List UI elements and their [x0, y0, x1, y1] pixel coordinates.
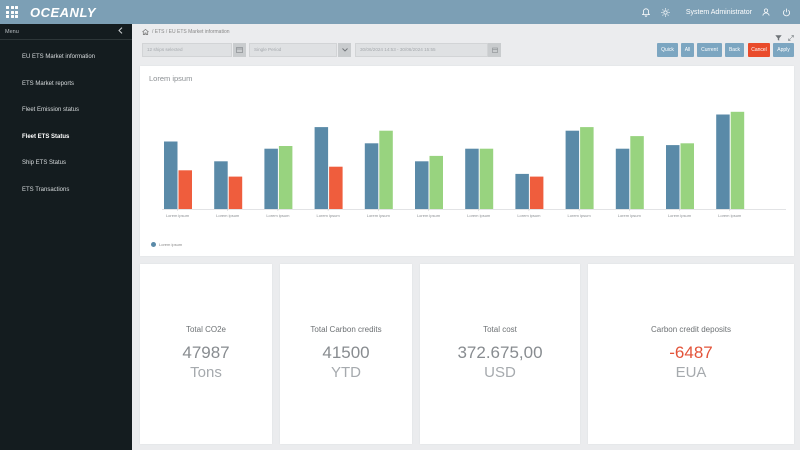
- breadcrumb: / ETS / EU ETS Market information: [142, 29, 230, 35]
- bar-series-2[interactable]: [379, 130, 393, 209]
- bar-series-1[interactable]: [415, 161, 429, 209]
- x-tick-label: Lorem ipsum: [668, 213, 692, 218]
- chevron-down-icon[interactable]: [338, 43, 351, 57]
- bar-series-1[interactable]: [264, 148, 278, 209]
- x-tick-label: Lorem ipsum: [718, 213, 742, 218]
- sidebar-item-ship-ets-status[interactable]: Ship ETS Status: [22, 160, 67, 166]
- bar-series-2[interactable]: [680, 143, 695, 209]
- bar-series-2[interactable]: [730, 111, 745, 209]
- kpi-unit: EUA: [675, 364, 707, 381]
- bar-series-1[interactable]: [164, 141, 178, 210]
- kpi-value: -6487: [669, 343, 713, 362]
- kpi-value: 372.675,00: [457, 343, 543, 362]
- user-name[interactable]: System Administrator: [685, 8, 752, 16]
- kpi-unit: Tons: [190, 364, 222, 381]
- kpi-card-total-carbon-credits: Total Carbon credits 41500 YTD: [280, 264, 412, 444]
- sidebar-item-ets-transactions[interactable]: ETS Transactions: [22, 186, 70, 193]
- period-select[interactable]: Single Period: [249, 43, 337, 57]
- user-icon[interactable]: [756, 0, 776, 24]
- x-tick-label: Lorem ipsum: [618, 213, 642, 218]
- x-tick-label: Lorem ipsum: [266, 213, 290, 218]
- menu-label: Menu: [5, 28, 19, 35]
- kpi-value: 47987: [182, 343, 230, 362]
- bar-series-2[interactable]: [529, 176, 544, 209]
- top-bar: OCEANLY System Administrator: [0, 0, 800, 24]
- bar-series-1[interactable]: [615, 148, 630, 209]
- sun-icon[interactable]: [656, 0, 676, 24]
- bar-series-2[interactable]: [178, 170, 193, 209]
- expand-icon[interactable]: [788, 28, 794, 46]
- bar-series-1[interactable]: [666, 145, 680, 209]
- ships-picker-button[interactable]: [233, 43, 246, 57]
- sidebar: Menu EU ETS Market information ETS Marke…: [0, 24, 132, 450]
- apps-grid-icon[interactable]: [0, 0, 24, 24]
- current-button[interactable]: Current: [697, 43, 722, 57]
- bar-series-2[interactable]: [329, 166, 343, 209]
- sidebar-header: Menu: [0, 24, 132, 40]
- chart-legend: Lorem ipsum: [151, 242, 182, 247]
- x-tick-label: Lorem ipsum: [467, 213, 491, 218]
- ships-select[interactable]: 12 ships selected: [142, 43, 232, 57]
- kpi-label: Total Carbon credits: [310, 325, 382, 334]
- filter-icon[interactable]: [775, 28, 782, 46]
- kpi-card-total-cost: Total cost 372.675,00 USD: [420, 264, 580, 444]
- breadcrumb-text[interactable]: / ETS / EU ETS Market information: [152, 29, 230, 35]
- bar-series-2[interactable]: [479, 148, 494, 209]
- x-tick-label: Lorem ipsum: [216, 213, 240, 218]
- chart-title: Lorem ipsum: [149, 74, 193, 83]
- home-icon[interactable]: [142, 29, 149, 35]
- app-logo: OCEANLY: [30, 4, 97, 20]
- bell-icon[interactable]: [636, 0, 656, 24]
- kpi-unit: YTD: [331, 364, 361, 381]
- kpi-card-total-co2e: Total CO2e 47987 Tons: [140, 264, 272, 444]
- bar-series-1[interactable]: [565, 130, 580, 209]
- bar-series-1[interactable]: [214, 161, 228, 209]
- bar-series-2[interactable]: [278, 146, 293, 209]
- x-tick-label: Lorem ipsum: [166, 213, 190, 218]
- bar-series-1[interactable]: [364, 143, 379, 209]
- bar-series-1[interactable]: [716, 114, 730, 210]
- back-button[interactable]: Back: [725, 43, 744, 57]
- x-tick-label: Lorem ipsum: [367, 213, 391, 218]
- x-tick-label: Lorem ipsum: [317, 213, 341, 218]
- collapse-chevron-icon[interactable]: [118, 27, 123, 36]
- bar-series-2[interactable]: [580, 127, 594, 209]
- bar-series-1[interactable]: [465, 148, 479, 209]
- legend-swatch: [151, 242, 156, 247]
- legend-label: Lorem ipsum: [159, 242, 183, 247]
- bar-series-2[interactable]: [228, 176, 243, 209]
- all-button[interactable]: All: [681, 43, 694, 57]
- bar-chart: Lorem ipsum Lorem ipsum Lorem ipsum Lorem i…: [162, 111, 786, 218]
- kpi-label: Carbon credit deposits: [650, 325, 732, 334]
- x-tick-label: Lorem ipsum: [568, 213, 592, 218]
- bar-series-1[interactable]: [515, 173, 529, 209]
- sidebar-item-fleet-ets-status[interactable]: Fleet ETS Status: [22, 133, 70, 140]
- x-tick-label: Lorem ipsum: [517, 213, 541, 218]
- power-icon[interactable]: [776, 0, 796, 24]
- bar-series-1[interactable]: [314, 127, 329, 209]
- apply-button[interactable]: Apply: [773, 43, 794, 57]
- sidebar-item-eu-ets-market-information[interactable]: EU ETS Market information: [22, 54, 96, 60]
- filter-bar: 12 ships selected Single Period 30/06/20…: [142, 43, 794, 57]
- kpi-unit: USD: [484, 364, 516, 381]
- date-range-field[interactable]: 30/06/2024 14:53 - 30/06/2024 15:55: [355, 43, 488, 57]
- sidebar-item-fleet-emission-status[interactable]: Fleet Emission status: [22, 107, 80, 113]
- x-tick-label: Lorem ipsum: [417, 213, 441, 218]
- bar-series-2[interactable]: [429, 155, 444, 209]
- main-content: / ETS / EU ETS Market information 12 shi…: [132, 24, 800, 450]
- kpi-label: Total CO2e: [185, 325, 227, 334]
- quick-button[interactable]: Quick: [657, 43, 678, 57]
- bar-series-2[interactable]: [630, 136, 644, 209]
- sidebar-item-ets-market-reports[interactable]: ETS Market reports: [22, 80, 75, 87]
- kpi-card-carbon-credit-deposits: Carbon credit deposits -6487 EUA: [588, 264, 794, 444]
- chart-card: Lorem ipsum Lorem ipsum Lorem ipsum Lorem …: [140, 66, 794, 256]
- kpi-value: 41500: [322, 343, 370, 362]
- kpi-label: Total cost: [483, 325, 517, 334]
- cancel-button[interactable]: Cancel: [748, 43, 770, 57]
- calendar-icon[interactable]: [488, 43, 501, 57]
